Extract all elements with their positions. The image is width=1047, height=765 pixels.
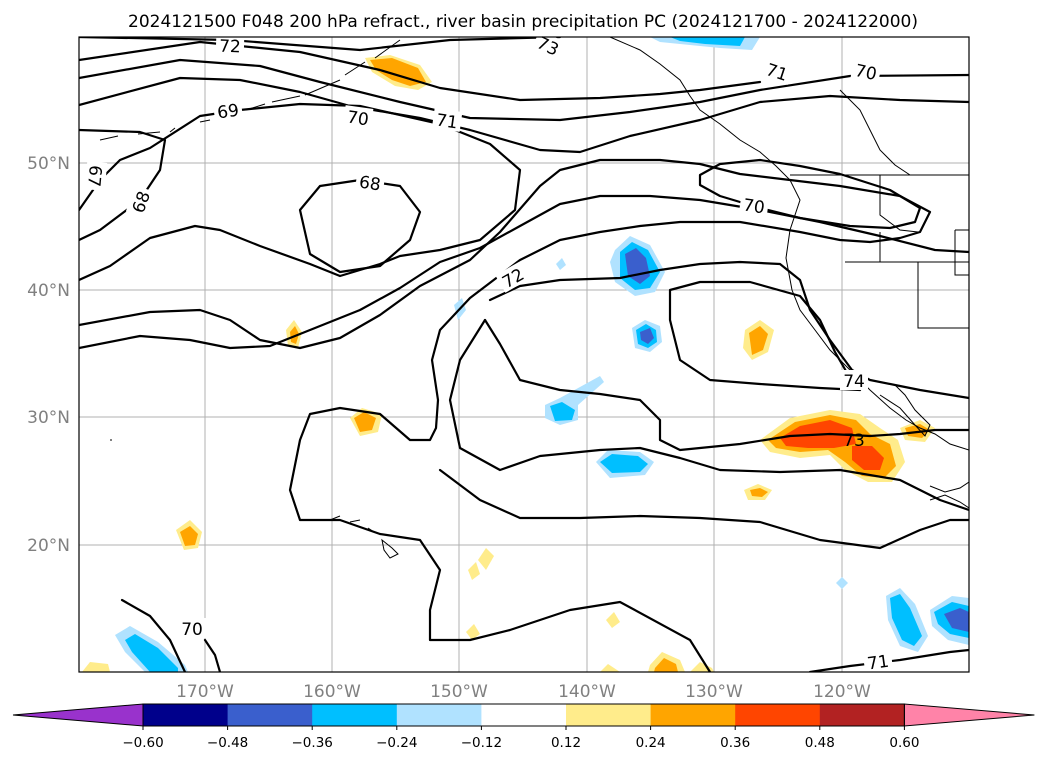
contour-label: 69 — [212, 98, 244, 124]
colorbar-tick-label: −0.48 — [207, 735, 248, 751]
colorbar-tick-label: −0.24 — [376, 735, 417, 751]
colorbar-tick-label: −0.60 — [122, 735, 163, 751]
lon-label: 140°W — [558, 682, 616, 702]
colorbar-segment — [650, 704, 736, 726]
lon-label: 170°W — [176, 682, 234, 702]
map-panel: 72 73 71 70 69 70 71 67 68 68 70 72 74 7… — [78, 30, 970, 675]
colorbar-segment — [735, 704, 821, 726]
lat-label: 50°N — [27, 154, 70, 174]
longitude-labels: 170°W 160°W 150°W 140°W 130°W 120°W — [176, 682, 871, 702]
svg-text:70: 70 — [181, 620, 203, 640]
svg-text:68: 68 — [358, 173, 382, 196]
colorbar-segment — [396, 704, 482, 726]
map-title: 2024121500 F048 200 hPa refract., river … — [128, 12, 918, 32]
contour-label: 74 — [840, 370, 868, 392]
contour-label: 70 — [738, 193, 770, 219]
svg-text:70: 70 — [853, 61, 878, 85]
gridlines — [79, 37, 969, 672]
contour-label: 71 — [431, 108, 463, 134]
lon-label: 160°W — [303, 682, 361, 702]
colorbar-extend-high — [903, 703, 1035, 727]
colorbar-segment — [819, 704, 905, 726]
colorbar-tick-label: 0.24 — [636, 735, 666, 751]
lon-label: 130°W — [685, 682, 743, 702]
colorbar-segment — [312, 704, 398, 726]
contour-label: 70 — [342, 105, 374, 131]
svg-text:74: 74 — [843, 372, 865, 392]
colorbar-tick-label: −0.12 — [461, 735, 502, 751]
contour-label: 72 — [215, 34, 245, 58]
colorbar-tick-label: 0.60 — [889, 735, 919, 751]
map-background — [79, 37, 969, 672]
lon-label: 150°W — [430, 682, 488, 702]
map-frame — [78, 36, 970, 673]
contour-labels: 72 73 71 70 69 70 71 67 68 68 70 72 74 7… — [83, 30, 894, 675]
lat-label: 40°N — [27, 281, 70, 301]
lat-label: 30°N — [27, 408, 70, 428]
svg-text:67: 67 — [83, 164, 105, 187]
lat-label: 20°N — [27, 536, 70, 556]
refractivity-contours — [79, 37, 969, 672]
colorbar-tick-label: 0.48 — [805, 735, 835, 751]
colorbar-tick-label: −0.36 — [292, 735, 333, 751]
contour-label: 70 — [178, 618, 206, 640]
svg-text:69: 69 — [216, 101, 240, 124]
colorbar-tick-label: 0.36 — [720, 735, 750, 751]
colorbar-outline — [142, 703, 905, 727]
contour-label: 67 — [83, 161, 108, 191]
colorbar-tick-label: 0.12 — [551, 735, 581, 751]
colorbar-segment — [143, 704, 229, 726]
latitude-labels: 50°N 40°N 30°N 20°N — [27, 154, 70, 556]
svg-text:71: 71 — [866, 652, 890, 675]
precip-shading — [82, 37, 969, 672]
contour-label: 71 — [862, 649, 894, 675]
contour-label: 70 — [850, 58, 882, 85]
colorbar-extend-low — [12, 703, 144, 727]
contour-label: 73 — [843, 431, 865, 451]
colorbar: −0.60 −0.48 −0.36 −0.24 −0.12 0.12 0.24 0.36 0.4… — [12, 703, 1035, 751]
svg-text:73: 73 — [843, 431, 865, 451]
svg-text:71: 71 — [435, 111, 459, 134]
svg-text:72: 72 — [219, 37, 241, 58]
colorbar-segment — [227, 704, 313, 726]
negative-anomaly-patch — [670, 37, 745, 46]
svg-text:70: 70 — [742, 196, 766, 219]
colorbar-segment — [566, 704, 652, 726]
svg-text:70: 70 — [346, 108, 370, 131]
contour-label: 68 — [354, 170, 386, 196]
lon-label: 120°W — [813, 682, 871, 702]
colorbar-segment — [481, 704, 567, 726]
